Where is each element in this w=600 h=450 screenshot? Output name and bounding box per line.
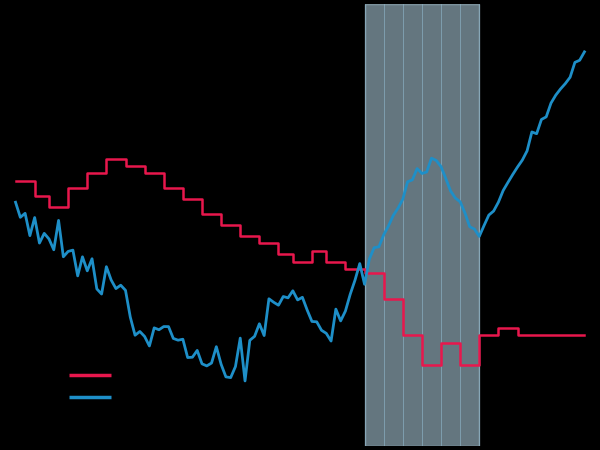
Bar: [365, 4, 479, 446]
